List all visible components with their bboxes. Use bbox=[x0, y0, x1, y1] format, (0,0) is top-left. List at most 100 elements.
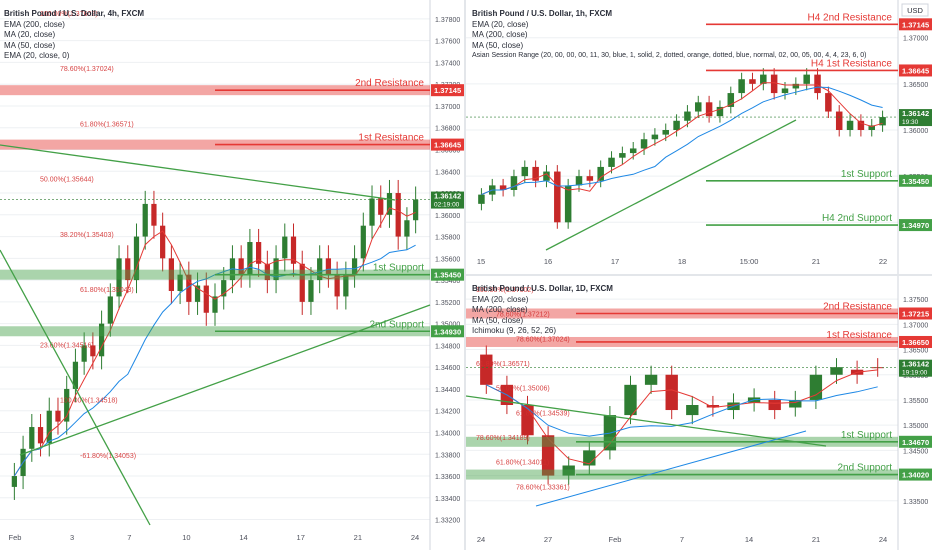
y-tick-label: 1.37000 bbox=[903, 322, 928, 329]
candle bbox=[351, 258, 358, 275]
chart-title: British Pound / U.S. Dollar, 4h, FXCM bbox=[4, 9, 145, 18]
candle bbox=[586, 176, 594, 181]
candle bbox=[716, 106, 724, 117]
candle bbox=[510, 176, 518, 190]
x-tick-label: 18 bbox=[678, 257, 686, 266]
y-tick-label: 1.33600 bbox=[435, 474, 460, 481]
y-tick-label: 1.34000 bbox=[435, 430, 460, 437]
y-tick-label: 1.37500 bbox=[903, 297, 928, 304]
trendline bbox=[545, 119, 797, 251]
price-tag-bg bbox=[899, 468, 932, 481]
y-tick-label: 1.37600 bbox=[435, 39, 460, 46]
candle bbox=[532, 166, 539, 181]
fib-label: 61.80%(1.34011) bbox=[496, 460, 549, 467]
candle bbox=[846, 120, 854, 130]
candle bbox=[55, 410, 61, 422]
x-tick-label: 10 bbox=[182, 533, 190, 542]
x-tick-label: 14 bbox=[745, 535, 753, 544]
y-tick-label: 1.35800 bbox=[435, 235, 460, 242]
candle bbox=[760, 74, 767, 84]
ma-line bbox=[535, 430, 807, 507]
resistance-label: 2nd Resistance bbox=[355, 78, 424, 89]
price-tag: 1.37145 bbox=[902, 20, 929, 29]
price-tag: 1.36645 bbox=[902, 66, 929, 75]
panel-divider bbox=[464, 0, 466, 550]
support-label: 2nd Support bbox=[370, 319, 425, 330]
candle bbox=[177, 274, 183, 291]
candle bbox=[194, 285, 201, 302]
candle bbox=[554, 171, 561, 223]
price-tag-bg bbox=[899, 64, 932, 77]
price-tag: 1.37145 bbox=[434, 86, 461, 95]
y-tick-label: 1.34600 bbox=[435, 365, 460, 372]
x-tick-label: 7 bbox=[680, 535, 684, 544]
chart-title: British Pound / U.S. Dollar, 1h, FXCM bbox=[472, 9, 613, 18]
fib-label: 61.80%(1.36571) bbox=[476, 361, 530, 368]
x-tick-label: 21 bbox=[812, 535, 820, 544]
candle bbox=[749, 79, 756, 84]
x-tick-label: Feb bbox=[609, 535, 622, 544]
resistance-label: H4 2nd Resistance bbox=[808, 12, 893, 23]
y-tick-label: 1.34800 bbox=[435, 343, 460, 350]
candle bbox=[608, 157, 615, 167]
candle bbox=[404, 220, 410, 237]
candle bbox=[168, 258, 174, 291]
price-tag-bg bbox=[899, 335, 932, 348]
candle bbox=[651, 134, 659, 140]
ma-line bbox=[481, 86, 883, 196]
candle bbox=[142, 203, 148, 237]
chart-4h: 1.378001.376001.374001.372001.370001.368… bbox=[0, 0, 464, 550]
candle bbox=[308, 280, 314, 302]
resistance-label: H4 1st Resistance bbox=[811, 58, 893, 69]
price-tag: 1.34670 bbox=[902, 438, 929, 447]
countdown: 19:19:00 bbox=[902, 370, 928, 377]
fib-label: 61.80%(1.35043) bbox=[80, 287, 134, 294]
candle bbox=[64, 388, 70, 422]
y-tick-label: 1.34200 bbox=[435, 409, 460, 416]
candle bbox=[81, 345, 87, 362]
y-tick-label: 1.35600 bbox=[435, 256, 460, 263]
currency-badge bbox=[901, 3, 929, 17]
candle bbox=[768, 399, 781, 411]
candle bbox=[478, 194, 485, 204]
candle bbox=[386, 193, 393, 215]
candle bbox=[282, 236, 288, 259]
candle bbox=[835, 111, 843, 130]
candle bbox=[203, 285, 209, 313]
current-price: 1.36142 bbox=[434, 192, 461, 201]
candle bbox=[369, 198, 375, 226]
y-tick-label: 1.37400 bbox=[435, 60, 460, 67]
x-tick-label: 24 bbox=[879, 535, 887, 544]
legend-1h: British Pound / U.S. Dollar, 1h, FXCM EM… bbox=[472, 9, 866, 62]
fib-label: 100.00%(1.37602) bbox=[40, 11, 98, 18]
legend-item: MA (200, close) bbox=[472, 30, 528, 39]
legend-item: EMA (20, close) bbox=[472, 294, 529, 304]
price-tag: 1.34020 bbox=[902, 471, 929, 480]
candle bbox=[727, 93, 735, 107]
resistance-label: 1st Resistance bbox=[358, 133, 424, 144]
candle bbox=[857, 120, 865, 130]
x-tick-label: 7 bbox=[127, 533, 131, 542]
current-price: 1.36142 bbox=[902, 109, 929, 118]
legend-item: MA (20, close) bbox=[4, 30, 56, 39]
support-label: 2nd Support bbox=[838, 463, 893, 474]
candle bbox=[499, 185, 507, 190]
support-label: H4 2nd Support bbox=[822, 213, 892, 224]
ema-line bbox=[13, 207, 416, 477]
candle bbox=[564, 185, 572, 223]
candle bbox=[273, 258, 279, 281]
candle bbox=[480, 354, 493, 385]
y-tick-label: 1.36500 bbox=[903, 348, 928, 355]
candle bbox=[644, 374, 658, 385]
fib-label: 78.60%(1.37024) bbox=[516, 336, 570, 343]
fib-label: 23.60%(1.34516) bbox=[40, 342, 94, 349]
price-tag-bg bbox=[899, 219, 932, 232]
candle bbox=[317, 258, 323, 281]
x-tick-label: 3 bbox=[70, 533, 74, 542]
x-tick-label: 17 bbox=[297, 533, 305, 542]
candle bbox=[562, 465, 575, 476]
current-price-tag-bg bbox=[899, 109, 932, 127]
x-tick-label: 27 bbox=[544, 535, 552, 544]
candle bbox=[72, 361, 79, 389]
candle bbox=[686, 405, 699, 416]
